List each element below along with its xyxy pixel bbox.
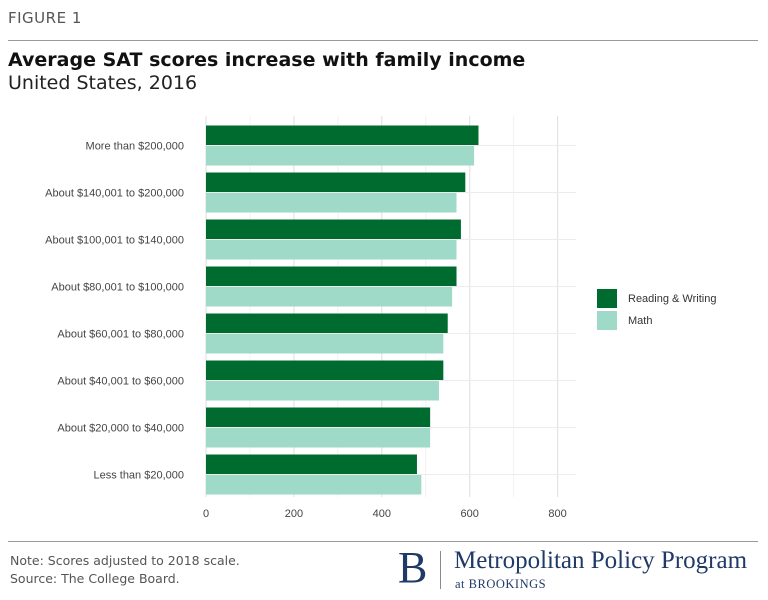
category-label: About $20,000 to $40,000 xyxy=(57,423,184,435)
category-label: Less than $20,000 xyxy=(93,470,184,482)
bar-math xyxy=(206,334,444,354)
bottom-divider xyxy=(8,541,758,542)
x-tick-label: 200 xyxy=(285,508,303,520)
category-label: About $80,001 to $100,000 xyxy=(51,282,184,294)
brookings-logo-icon: B xyxy=(398,543,428,592)
brand-divider xyxy=(440,551,441,589)
figure-label: FIGURE 1 xyxy=(8,9,82,27)
bar-math xyxy=(206,193,457,213)
category-label: About $40,001 to $60,000 xyxy=(57,376,184,388)
bar-reading-writing xyxy=(206,313,448,333)
chart-title: Average SAT scores increase with family … xyxy=(8,49,526,71)
bar-math xyxy=(206,287,453,307)
bar-reading-writing xyxy=(206,125,479,145)
bar-math xyxy=(206,240,457,260)
category-label: About $60,001 to $80,000 xyxy=(57,329,184,341)
brand-subtitle: at BROOKINGS xyxy=(455,577,547,591)
legend-swatch-math xyxy=(597,311,617,330)
bar-math xyxy=(206,381,439,401)
note-text: Note: Scores adjusted to 2018 scale. xyxy=(10,553,240,568)
chart-subtitle: United States, 2016 xyxy=(8,72,198,94)
bar-reading-writing xyxy=(206,219,461,239)
bar-reading-writing xyxy=(206,407,431,427)
legend-label-math: Math xyxy=(628,315,652,327)
source-text: Source: The College Board. xyxy=(10,571,180,586)
footer-notes: Note: Scores adjusted to 2018 scale. Sou… xyxy=(10,552,240,588)
category-label: About $100,001 to $140,000 xyxy=(45,235,184,247)
bar-math xyxy=(206,428,431,448)
bar-reading-writing xyxy=(206,454,417,474)
bar-reading-writing xyxy=(206,172,466,192)
bar-math xyxy=(206,146,475,166)
x-tick-label: 600 xyxy=(461,508,479,520)
brand-name: Metropolitan Policy Program xyxy=(454,547,748,574)
top-divider xyxy=(8,40,758,41)
x-tick-label: 400 xyxy=(373,508,391,520)
bar-reading-writing xyxy=(206,266,457,286)
x-tick-label: 0 xyxy=(203,508,209,520)
x-tick-label: 800 xyxy=(548,508,566,520)
legend-swatch-reading-writing xyxy=(597,289,617,308)
bar-chart: More than $200,000 About $140,001 to $200… xyxy=(45,116,716,520)
legend-label-reading-writing: Reading & Writing xyxy=(628,293,716,305)
bar-reading-writing xyxy=(206,360,444,380)
category-label: More than $200,000 xyxy=(86,141,184,153)
bar-math xyxy=(206,475,422,495)
category-label: About $140,001 to $200,000 xyxy=(45,188,184,200)
